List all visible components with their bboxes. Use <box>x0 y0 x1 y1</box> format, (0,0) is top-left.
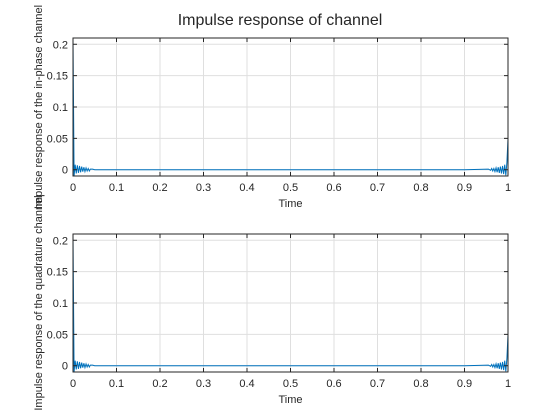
x-tick-label-2-3: 0.3 <box>196 378 211 390</box>
x-tick-label-2-8: 0.8 <box>413 378 428 390</box>
x-tick-label-2-7: 0.7 <box>370 378 385 390</box>
x-tick-label-2-4: 0.4 <box>239 378 254 390</box>
subplot-1: 0 0.1 0.2 0.3 0.4 0.5 0.6 0.7 0.8 0.9 1 0 0.05 0.1 0.1… <box>33 5 511 210</box>
y-tick-label-2-3: 0.15 <box>47 267 68 279</box>
y-tick-label-1-0: 0 <box>62 165 68 177</box>
x-tick-label-1-1: 0.1 <box>109 182 124 194</box>
y-tick-label-2-2: 0.1 <box>53 298 68 310</box>
figure-title: Impulse response of channel <box>178 12 383 29</box>
x-tick-label-2-9: 0.9 <box>457 378 472 390</box>
x-tick-label-1-3: 0.3 <box>196 182 211 194</box>
y-tick-label-1-3: 0.15 <box>47 71 68 83</box>
x-tick-label-1-9: 0.9 <box>457 182 472 194</box>
x-tick-label-1-6: 0.6 <box>326 182 341 194</box>
x-tick-label-2-0: 0 <box>70 378 76 390</box>
x-tick-label-1-4: 0.4 <box>239 182 254 194</box>
x-tick-label-2-5: 0.5 <box>283 378 298 390</box>
x-tick-label-1-5: 0.5 <box>283 182 298 194</box>
y-tick-label-1-4: 0.2 <box>53 39 68 51</box>
x-tick-label-2-1: 0.1 <box>109 378 124 390</box>
x-tick-label-2-2: 0.2 <box>152 378 167 390</box>
x-tick-label-1-8: 0.8 <box>413 182 428 194</box>
x-axis-label-1: Time <box>278 198 302 210</box>
x-tick-label-1-10: 1 <box>505 182 511 194</box>
data-line-1-1 <box>72 37 509 177</box>
y-axis-label-1: Impulse response of the in-phase channel <box>33 5 45 209</box>
x-tick-label-1-0: 0 <box>70 182 76 194</box>
x-tick-label-1-7: 0.7 <box>370 182 385 194</box>
x-tick-label-2-10: 1 <box>505 378 511 390</box>
y-tick-label-2-0: 0 <box>62 361 68 373</box>
x-axis-label-2: Time <box>278 394 302 406</box>
y-tick-label-2-4: 0.2 <box>53 235 68 247</box>
data-line-2-1 <box>72 233 509 373</box>
x-tick-label-1-2: 0.2 <box>152 182 167 194</box>
y-tick-label-2-1: 0.05 <box>47 329 68 341</box>
y-tick-label-1-1: 0.05 <box>47 133 68 145</box>
subplot-2: 0 0.1 0.2 0.3 0.4 0.5 0.6 0.7 0.8 0.9 1 0 0.05 0.1 0.1… <box>33 195 511 410</box>
y-tick-label-1-2: 0.1 <box>53 102 68 114</box>
y-axis-label-2: Impulse response of the quadrature chann… <box>33 195 45 410</box>
x-tick-label-2-6: 0.6 <box>326 378 341 390</box>
